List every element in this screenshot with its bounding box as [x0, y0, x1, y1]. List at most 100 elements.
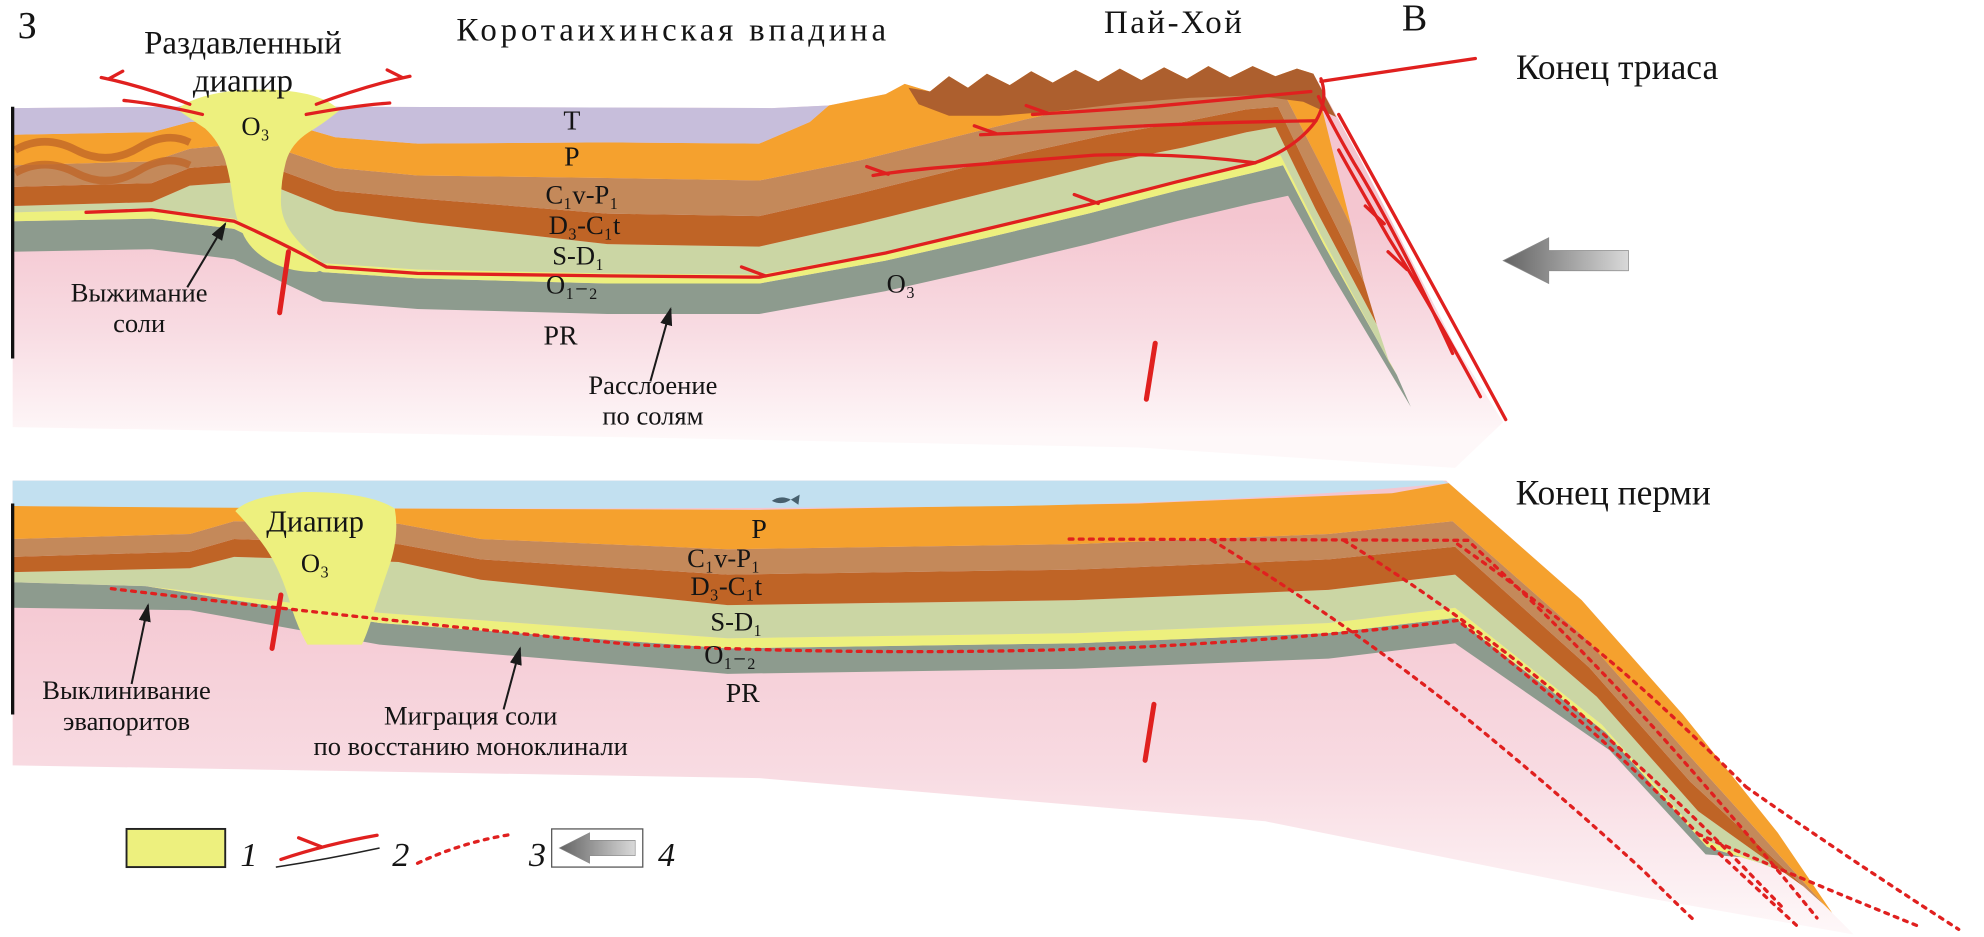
layer-label-PR: PR	[544, 320, 578, 351]
diapir-label: Диапир	[266, 504, 364, 538]
basement-fault	[1142, 701, 1157, 763]
frontal-fault	[1319, 56, 1477, 84]
permian-panel-title: Конец перми	[1516, 473, 1711, 513]
permian-salt-diapir	[235, 492, 397, 645]
crushed-diapir-label-line2: диапир	[193, 63, 293, 99]
delamination-arrow	[649, 306, 673, 382]
future-ramp-dotted	[1210, 538, 1695, 921]
permian-layer-ordovician-gray	[12, 582, 1787, 871]
layer-label-P: P	[564, 141, 579, 172]
basement-fault	[1143, 340, 1158, 402]
permian-layer-silurian-green	[12, 556, 1804, 887]
permian-panel: Конец перми Диапир O₃ P C₁v-P₁ D₃-C₁t S-…	[11, 473, 1961, 935]
fault-barb	[972, 124, 998, 136]
migration-arrow	[502, 646, 522, 710]
salt-squeeze-annotation-line1: Выжимание	[71, 277, 208, 307]
east-direction-label: В	[1402, 0, 1427, 40]
fault-barb	[1386, 250, 1409, 272]
future-ramp-dotted	[1342, 538, 1784, 909]
fault-barb	[385, 68, 405, 80]
diapir-salt-label: O₃	[241, 111, 269, 141]
fault-barb	[107, 69, 125, 81]
basement-fault	[277, 249, 292, 316]
triassic-layer-ordovician-gray	[12, 165, 1411, 407]
legend: 1 2 3 4	[125, 827, 675, 874]
layer-label-O12: O₁₋₂	[704, 640, 756, 670]
triassic-layer-carboniferous-tan	[12, 86, 1364, 283]
crushed-diapir-label-line1: Раздавленный	[144, 25, 342, 61]
fault-barb	[1024, 103, 1050, 115]
legend-compression-arrow	[558, 832, 636, 864]
delamination-annotation-line2: по солям	[602, 401, 703, 431]
compression-arrow	[1502, 237, 1629, 285]
salt-layer-label: O₃	[887, 268, 915, 298]
paikhoi-brown-cap	[908, 66, 1337, 117]
migration-annotation-line1: Миграция соли	[384, 701, 557, 731]
fault-barb	[865, 164, 890, 176]
salt-squeeze-annotation-line2: соли	[113, 308, 165, 338]
slope-fault	[1337, 112, 1508, 422]
salt-squeeze-arrow	[186, 222, 227, 288]
layer-label-T: T	[563, 106, 580, 137]
salt-migration-dotted-line	[109, 586, 1799, 928]
fish-icon	[771, 494, 800, 505]
legend-dotted-symbol	[415, 832, 516, 865]
fold-line	[13, 156, 192, 185]
layer-label-D3C1t: D₃-C₁t	[549, 210, 621, 240]
layer-label-O12: O₁₋₂	[546, 270, 598, 300]
layer-label-C1vP1: C₁v-P₁	[545, 179, 618, 209]
permian-layer-salt	[145, 586, 1792, 876]
basement-fault	[269, 592, 284, 651]
thrust-splay	[1030, 89, 1313, 117]
fault-barb	[1072, 192, 1100, 206]
pinchout-arrow	[130, 603, 151, 685]
diapir-flower-fault	[99, 75, 192, 106]
layer-label-SD1: S-D₁	[710, 607, 762, 637]
pinchout-annotation-line2: эвапоритов	[63, 706, 190, 736]
triassic-salt-diapir	[177, 89, 340, 273]
legend-compression-symbol	[551, 828, 644, 868]
decollement-fault	[84, 77, 1326, 279]
legend-bedding-line	[275, 847, 380, 868]
triassic-panel-title: Конец триаса	[1516, 47, 1718, 87]
legend-dotted-line	[415, 832, 516, 865]
layer-label-PR: PR	[726, 678, 760, 709]
fold-line	[13, 133, 192, 162]
triassic-thrust-faults	[84, 56, 1508, 422]
future-ramp-dotted	[1696, 832, 1919, 928]
triassic-panel: З Раздавленный диапир Коротаихинская впа…	[11, 0, 1718, 468]
east-listric-fault	[1337, 148, 1483, 399]
diapir-flower-fault	[304, 101, 392, 117]
layer-label-D3C1t: D₃-C₁t	[690, 571, 762, 601]
fish-tail	[790, 494, 800, 505]
diapir-salt-label: O₃	[301, 548, 329, 578]
diapir-flower-fault	[122, 98, 205, 117]
west-direction-label: З	[18, 5, 37, 47]
layer-label-C1vP1: C₁v-P₁	[687, 543, 760, 573]
layer-label-SD1: S-D₁	[552, 240, 604, 270]
migration-annotation-line2: по восстанию моноклинали	[314, 731, 628, 761]
future-ramp-dotted	[1455, 542, 1748, 789]
legend-number-4: 4	[658, 836, 675, 874]
permian-layer-permian-orange	[12, 483, 1833, 913]
delamination-annotation-line1: Расслоение	[588, 370, 717, 400]
diapir-flower-fault	[314, 74, 412, 106]
fault-barb	[739, 265, 768, 278]
layer-label-P: P	[751, 514, 766, 545]
pinchout-annotation-line1: Выклинивание	[42, 675, 211, 705]
legend-thrust-line	[279, 833, 379, 862]
paikhoi-label: Пай-Хой	[1104, 5, 1244, 41]
legend-thrust-symbol	[275, 833, 380, 868]
permian-future-faults-dotted	[109, 537, 1961, 932]
triassic-layer-silurian-green	[12, 127, 1390, 363]
thrust-splay	[978, 119, 1318, 137]
west-fold-hints	[13, 133, 192, 185]
future-ramp-dotted	[1744, 785, 1961, 932]
legend-number-1: 1	[240, 836, 257, 874]
legend-number-2: 2	[392, 836, 409, 874]
legend-thrust-barb	[296, 836, 324, 849]
legend-salt-swatch	[125, 827, 227, 869]
legend-number-3: 3	[528, 836, 546, 874]
fish-body	[771, 497, 791, 504]
thrust-splay	[871, 152, 1257, 178]
